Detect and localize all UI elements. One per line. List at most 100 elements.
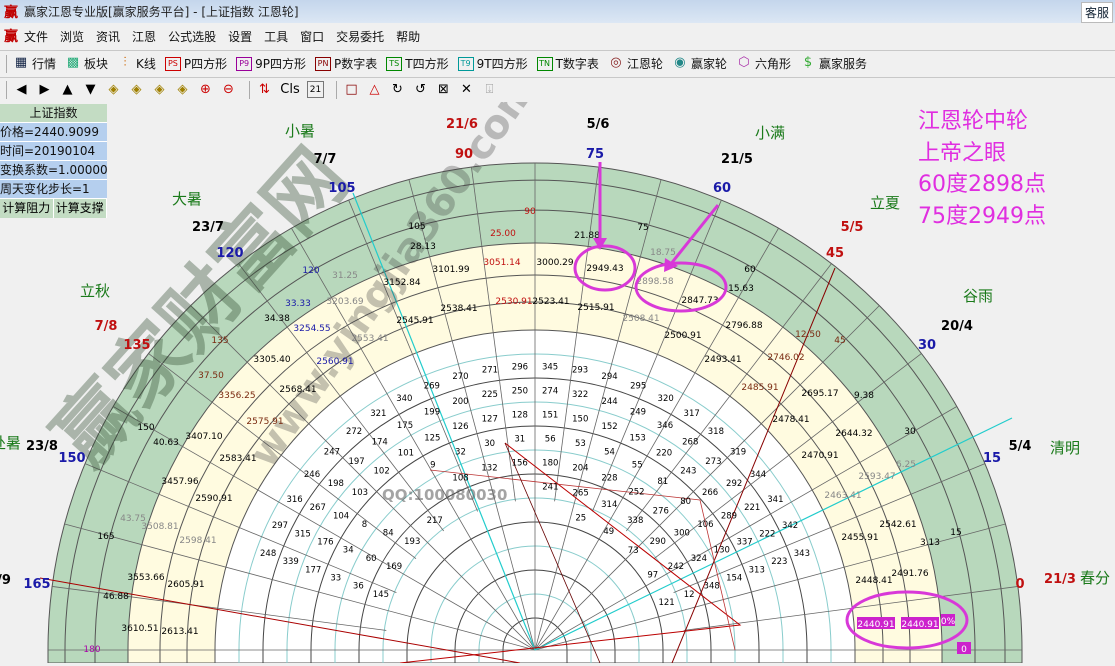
price-value: 2530.91 (495, 297, 532, 307)
menu-item[interactable]: 交易委托 (336, 29, 385, 44)
outer-label: 150 (58, 451, 85, 466)
inner-value: 269 (424, 381, 440, 391)
inner-value: 244 (601, 397, 617, 407)
service-button[interactable]: 客服 (1080, 2, 1113, 23)
radial-line (534, 179, 662, 651)
toolbar-button[interactable]: TS T四方形 (386, 55, 449, 72)
app-logo: 赢 (4, 29, 18, 45)
down-arrow-icon[interactable]: ▼ (85, 82, 96, 97)
move-right-icon[interactable]: ◈ (131, 82, 142, 97)
menu-item[interactable]: 工具 (264, 29, 289, 44)
inner-value: 228 (601, 473, 617, 483)
menu-item[interactable]: 江恩 (132, 29, 157, 44)
price-value: 3553.66 (127, 573, 164, 583)
zoom-in-icon[interactable]: ⊕ (200, 82, 211, 97)
ring-value: 6.25 (896, 460, 916, 470)
calc-support-button[interactable]: 计算支撑 (53, 199, 107, 218)
right-arrow-icon[interactable]: ▶ (39, 82, 50, 97)
window-title: 赢家江恩专业版[赢家服务平台] - [上证指数 江恩轮] (24, 5, 299, 19)
triangle-tool-icon[interactable]: △ (369, 82, 380, 97)
toolbar-button[interactable]: PS P四方形 (164, 55, 228, 72)
inner-value: 31 (514, 435, 525, 445)
toolbar-button[interactable]: PN P数字表 (315, 55, 377, 72)
ring-value: 30 (904, 427, 916, 437)
toolbar-label: P四方形 (183, 57, 228, 71)
menu-item[interactable]: 文件 (24, 29, 49, 44)
inner-value: 249 (630, 407, 646, 417)
inner-value: 108 (452, 473, 468, 483)
annotation-line: 60度2898点 (918, 172, 1046, 197)
inner-value: 73 (628, 546, 639, 556)
inner-value: 217 (427, 516, 443, 526)
app-logo: 赢 (4, 4, 18, 21)
left-arrow-icon[interactable]: ◀ (16, 82, 27, 97)
up-arrow-icon[interactable]: ▲ (62, 82, 73, 97)
inner-value: 290 (650, 537, 666, 547)
inner-value: 250 (512, 386, 528, 396)
zoom-out-icon[interactable]: ⊖ (223, 82, 234, 97)
menu-item[interactable]: 浏览 (60, 29, 85, 44)
price-value: 2590.91 (195, 494, 232, 504)
outer-label: 15 (983, 451, 1001, 466)
move-down-icon[interactable]: ◈ (177, 82, 188, 97)
toolbar-button[interactable]: ◉ 赢家轮 (672, 55, 727, 72)
rotate-cw-icon[interactable]: ↻ (392, 82, 403, 97)
menu-item[interactable]: 资讯 (96, 29, 121, 44)
inner-value: 101 (398, 448, 414, 458)
box-x-icon[interactable]: ⊠ (438, 82, 449, 97)
menu-item[interactable]: 设置 (228, 29, 253, 44)
toolbar-button[interactable]: TN T数字表 (536, 55, 599, 72)
toolbar-button[interactable]: $ 赢家服务 (800, 55, 867, 72)
move-up-icon[interactable]: ◈ (154, 82, 165, 97)
toolbar-button[interactable]: ⫶ K线 (117, 55, 156, 72)
ring-value: 150 (137, 423, 154, 433)
price-value: 3051.14 (483, 258, 520, 268)
toolbar-button[interactable]: ◎ 江恩轮 (608, 55, 663, 72)
ring-value: 25.00 (490, 229, 516, 239)
price-value: 2568.41 (279, 385, 316, 395)
menu-item[interactable]: 帮助 (396, 29, 421, 44)
calendar-icon[interactable]: 21 (307, 81, 324, 98)
radial-line (113, 406, 536, 651)
ring-value: 120 (302, 266, 319, 276)
menu-item[interactable]: 窗口 (300, 29, 325, 44)
calc-resistance-button[interactable]: 计算阻力 (0, 199, 54, 218)
toolbar-button[interactable]: P9 9P四方形 (236, 55, 306, 72)
inner-value: 252 (628, 488, 644, 498)
inner-value: 84 (383, 529, 394, 539)
gann-wheel-chart[interactable]: 赢家财富网 www.yingjia360.com QQ:100080030 小暑 21/… (0, 67, 1115, 664)
price-value: 2478.41 (772, 415, 809, 425)
inner-value: 268 (682, 437, 698, 447)
toolbar-button[interactable]: ▦ 行情 (13, 55, 56, 72)
ring-value: 60 (744, 265, 756, 275)
solar-term-label: 春分 (1080, 569, 1110, 587)
pin-icon[interactable]: ⍗ (485, 82, 494, 97)
inner-value: 296 (512, 362, 528, 372)
outer-label: 21/5 (721, 152, 753, 167)
watermark-qq: QQ:100080030 (382, 486, 507, 504)
inner-value: 54 (604, 448, 615, 458)
inner-value: 9 (430, 460, 435, 470)
toolbar-button[interactable]: T9 9T四方形 (457, 55, 528, 72)
inner-value: 321 (370, 409, 386, 419)
price-value: 2847.73 (681, 296, 718, 306)
radial-line (64, 523, 536, 651)
inner-value: 294 (601, 372, 617, 382)
outer-label: 75 (586, 147, 604, 162)
inner-value: 272 (346, 427, 362, 437)
toolbar-button[interactable]: ▩ 板块 (65, 55, 108, 72)
rectangle-tool-icon[interactable]: □ (345, 82, 358, 97)
menu-item[interactable]: 公式选股 (168, 29, 217, 44)
toolbar-label: 赢家轮 (690, 57, 727, 71)
grid-icon: ▦ (14, 54, 28, 70)
shrink-icon[interactable]: ✕ (461, 82, 472, 97)
radial-line (592, 199, 722, 512)
wheel-icon: ◎ (610, 54, 622, 70)
sort-icon[interactable]: ⇅ (259, 82, 270, 97)
toolbar-button[interactable]: ⬡ 六角形 (736, 55, 791, 72)
move-left-icon[interactable]: ◈ (108, 82, 119, 97)
outer-label: 0 (1015, 577, 1024, 592)
inner-value: 197 (348, 457, 364, 467)
rotate-ccw-icon[interactable]: ↺ (415, 82, 426, 97)
clear-button[interactable]: Cls (280, 82, 300, 97)
